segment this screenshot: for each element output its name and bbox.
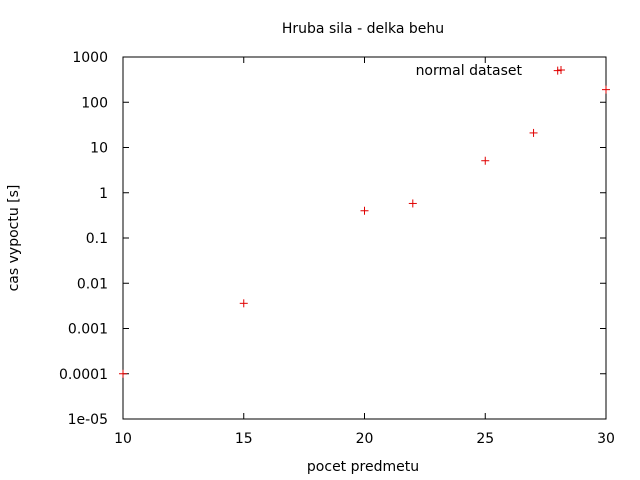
y-tick-label: 1: [99, 186, 108, 202]
y-axis: 1e-05 0.0001 0.001 0.01 0.1 1 10 100 1000: [59, 50, 606, 428]
y-axis-label: cas vypoctu [s]: [6, 185, 22, 292]
x-tick-label: 20: [356, 431, 374, 447]
legend-label: normal dataset: [416, 63, 523, 79]
data-series-normal-dataset: [119, 66, 610, 378]
x-tick-label: 10: [114, 431, 132, 447]
data-point: [408, 199, 417, 208]
y-tick-label: 10: [90, 141, 108, 157]
x-tick-label: 30: [597, 431, 615, 447]
data-point: [119, 369, 127, 378]
y-tick-label: 0.001: [68, 322, 108, 338]
chart-title: Hruba sila - delka behu: [282, 21, 444, 37]
data-point: [360, 206, 369, 215]
x-axis: 10 15 20 25 30: [114, 57, 615, 447]
y-tick-label: 1e-05: [68, 412, 108, 428]
plot-frame: [122, 56, 607, 420]
legend: normal dataset: [416, 63, 565, 79]
legend-marker: [557, 66, 565, 74]
y-tick-label: 0.01: [77, 276, 108, 292]
y-tick-label: 0.0001: [59, 367, 108, 383]
data-point: [529, 128, 538, 137]
data-point: [553, 66, 562, 75]
x-axis-label: pocet predmetu: [307, 459, 419, 475]
y-tick-label: 100: [81, 95, 108, 111]
data-point: [602, 85, 610, 94]
legend-plus-marker: [557, 66, 565, 74]
x-tick-label: 25: [476, 431, 494, 447]
y-tick-label: 0.1: [86, 231, 108, 247]
y-tick-label: 1000: [72, 50, 108, 66]
data-point: [239, 299, 248, 308]
x-tick-label: 15: [235, 431, 253, 447]
data-point: [481, 156, 490, 165]
